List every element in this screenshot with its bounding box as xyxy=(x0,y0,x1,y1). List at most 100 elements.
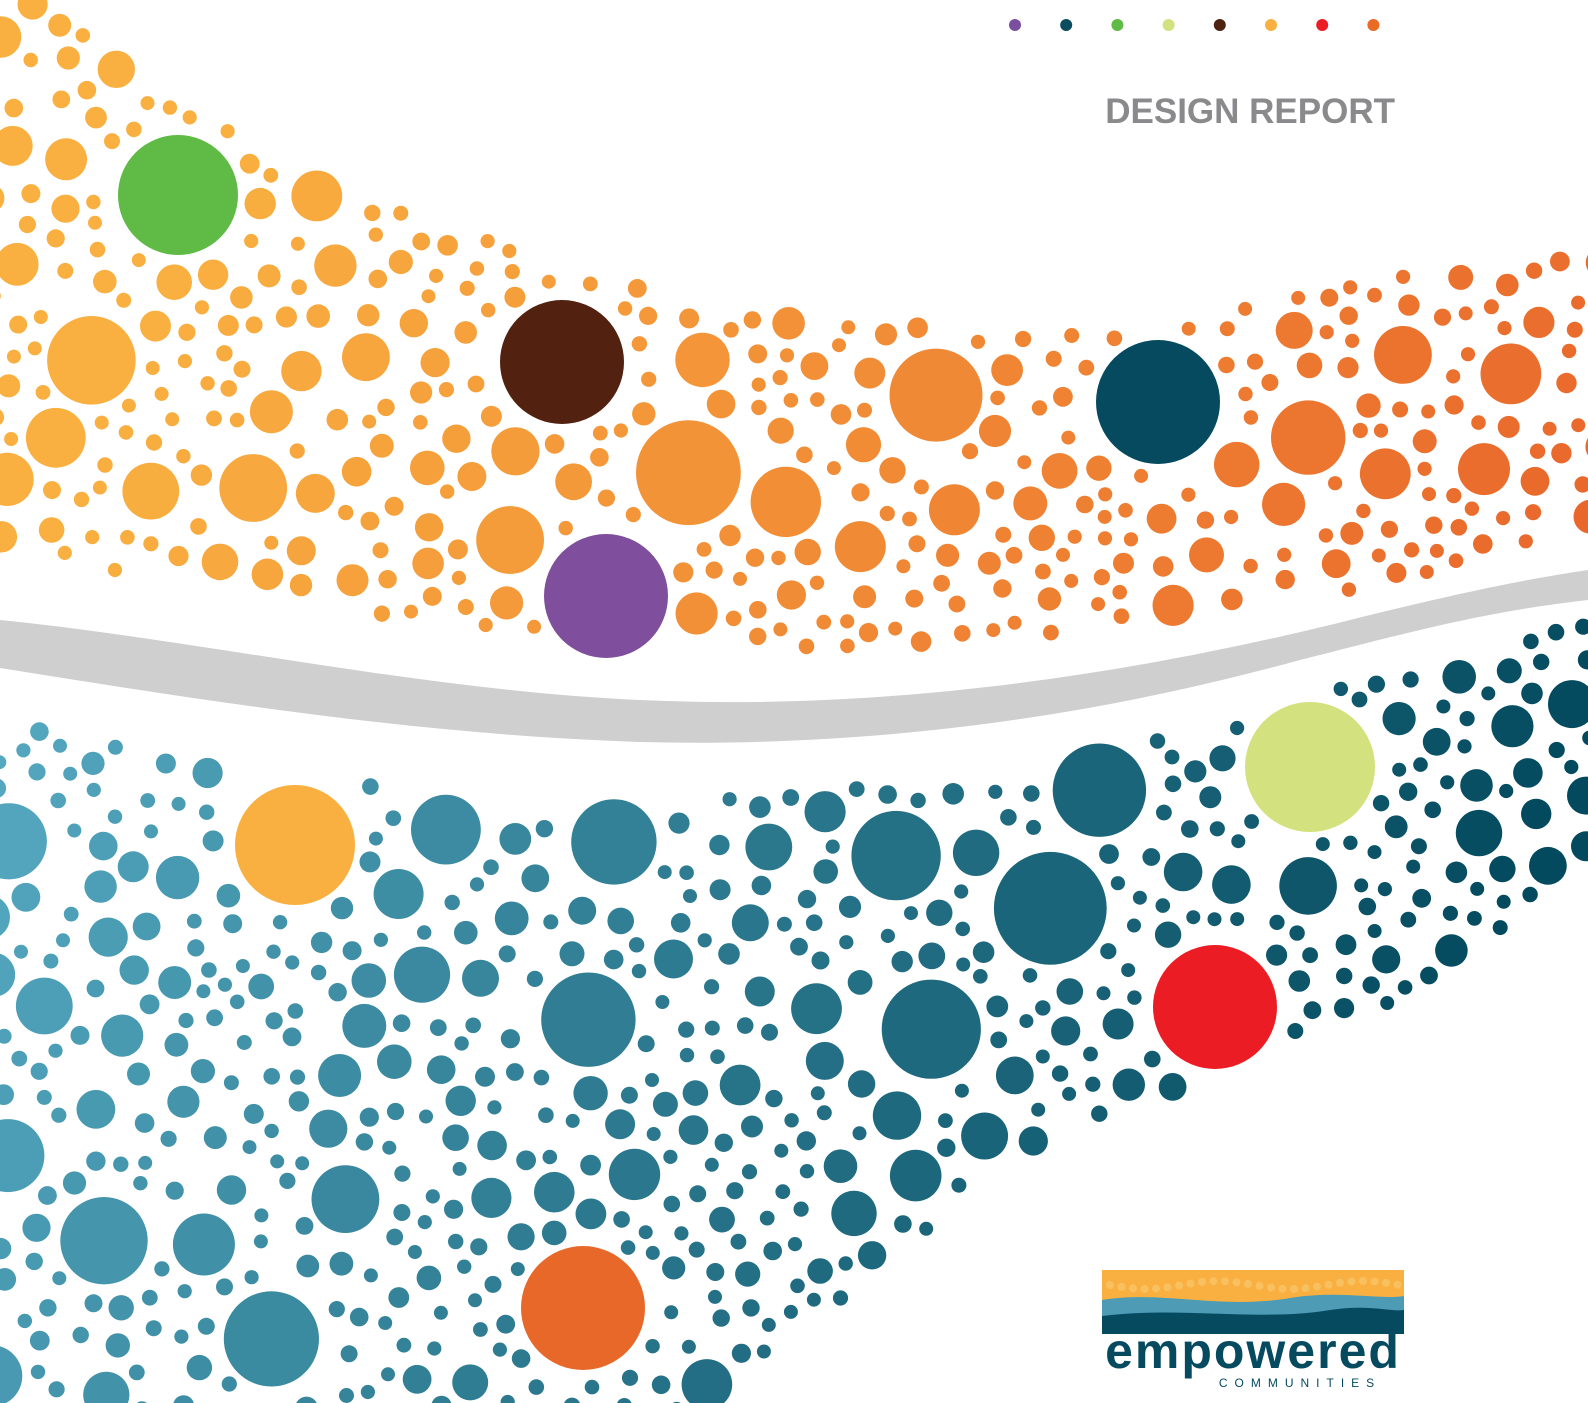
circle xyxy=(597,489,616,507)
circle xyxy=(1096,986,1111,1001)
logo-dot xyxy=(1163,1283,1172,1292)
circle xyxy=(429,268,444,283)
circle xyxy=(1386,562,1407,583)
circle xyxy=(404,604,418,619)
circle xyxy=(1181,820,1199,838)
circle xyxy=(1412,888,1432,908)
circle xyxy=(645,1245,660,1260)
circle xyxy=(926,899,953,926)
circle xyxy=(206,1009,224,1027)
circle xyxy=(15,977,73,1035)
circle xyxy=(651,1375,671,1395)
circle xyxy=(341,456,372,487)
circle xyxy=(39,1299,57,1317)
circle xyxy=(471,1177,512,1218)
circle xyxy=(1464,501,1480,516)
circle xyxy=(847,1070,876,1098)
circle xyxy=(1100,943,1117,960)
circle xyxy=(94,415,109,430)
circle xyxy=(521,864,550,893)
circle xyxy=(1525,262,1543,279)
circle xyxy=(1291,290,1306,305)
circle xyxy=(465,1017,482,1034)
circle xyxy=(0,1346,23,1403)
circle xyxy=(1359,448,1411,500)
circle xyxy=(1564,759,1579,775)
circle xyxy=(1422,487,1436,502)
circle xyxy=(751,399,767,416)
circle xyxy=(165,1181,184,1200)
circle xyxy=(502,243,517,259)
circle xyxy=(0,125,33,166)
circle xyxy=(1425,516,1443,534)
circle xyxy=(412,547,444,580)
circle xyxy=(657,865,672,880)
circle xyxy=(710,1049,725,1064)
circle xyxy=(910,631,932,652)
circle xyxy=(1214,441,1260,488)
circle xyxy=(749,796,771,818)
circle xyxy=(1243,410,1259,425)
circle xyxy=(359,1107,379,1127)
circle xyxy=(504,264,520,280)
circle xyxy=(462,959,499,997)
circle xyxy=(393,1204,411,1221)
circle xyxy=(216,1278,233,1296)
circle xyxy=(1566,321,1583,338)
circle xyxy=(730,1233,747,1250)
circle xyxy=(805,914,823,931)
circle xyxy=(318,1054,362,1097)
circle xyxy=(176,449,191,464)
circle xyxy=(178,323,196,341)
circle xyxy=(1019,1014,1034,1029)
circle xyxy=(394,1165,411,1182)
circle xyxy=(1413,757,1428,772)
circle xyxy=(311,1165,380,1233)
circle xyxy=(425,1189,440,1204)
circle xyxy=(174,1329,189,1344)
circle xyxy=(851,483,870,502)
circle xyxy=(1076,495,1094,514)
circle xyxy=(816,1105,832,1121)
circle xyxy=(0,242,39,286)
circle xyxy=(1127,990,1142,1005)
circle xyxy=(43,481,61,500)
circle xyxy=(480,405,502,427)
circle xyxy=(1207,912,1222,927)
circle xyxy=(1382,702,1416,736)
circle xyxy=(248,973,275,1000)
circle xyxy=(263,167,279,183)
circle xyxy=(164,1032,189,1057)
circle xyxy=(1146,503,1177,534)
circle xyxy=(1556,372,1577,394)
circle xyxy=(410,381,433,404)
logo-name: empowered xyxy=(1105,1323,1401,1379)
circle xyxy=(500,1394,515,1403)
circle xyxy=(1333,681,1349,697)
circle xyxy=(908,535,926,553)
circle xyxy=(291,170,343,222)
circle xyxy=(1352,422,1368,439)
circle xyxy=(1483,299,1499,315)
circle xyxy=(511,1349,531,1368)
circle xyxy=(749,601,767,619)
circle xyxy=(840,638,855,654)
circle xyxy=(1110,876,1125,891)
circle xyxy=(447,539,468,560)
circle xyxy=(636,420,741,526)
circle xyxy=(481,302,496,318)
circle xyxy=(438,382,454,398)
circle xyxy=(809,575,825,590)
circle xyxy=(0,1084,14,1105)
circle xyxy=(426,1055,456,1084)
circle xyxy=(1123,532,1139,547)
circle xyxy=(1424,801,1441,819)
logo-dot xyxy=(1117,1282,1126,1291)
circle xyxy=(938,1113,953,1128)
circle xyxy=(825,839,840,854)
color-dots xyxy=(1009,19,1380,31)
circle xyxy=(841,320,856,335)
circle xyxy=(429,1019,447,1036)
circle xyxy=(201,962,217,978)
circle xyxy=(1106,330,1123,347)
